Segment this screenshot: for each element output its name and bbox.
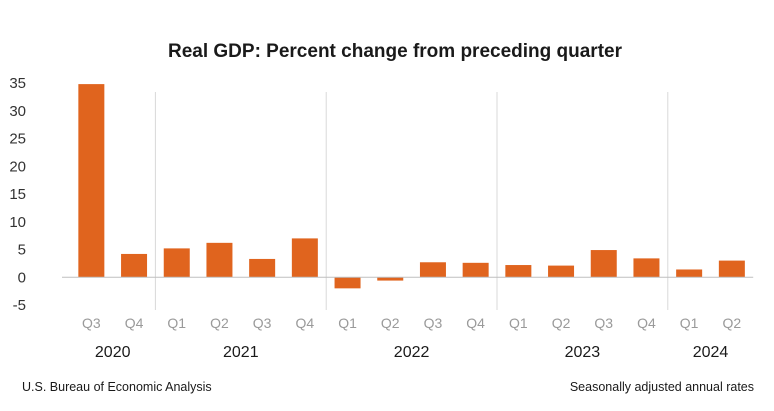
- year-label: 2020: [95, 344, 131, 361]
- year-label: 2024: [693, 344, 729, 361]
- bar: [334, 277, 361, 289]
- source-label: U.S. Bureau of Economic Analysis: [22, 380, 212, 394]
- quarter-tick-label: Q2: [552, 315, 571, 331]
- y-tick-label: 15: [9, 186, 26, 203]
- year-dividers: [154, 92, 669, 310]
- quarter-tick-label: Q3: [424, 315, 443, 331]
- x-axis: Q3 Q4 Q1 Q2 Q3 Q4 Q1 Q2 Q3 Q4 Q1 Q2 Q3 Q4 Q1 Q2 2020 2021…: [82, 315, 741, 361]
- bar: [505, 265, 532, 278]
- bar: [377, 277, 404, 281]
- bar: [590, 250, 617, 278]
- quarter-tick-label: Q1: [338, 315, 357, 331]
- year-label: 2023: [565, 344, 601, 361]
- quarter-tick-label: Q3: [594, 315, 613, 331]
- y-tick-label: 10: [9, 214, 26, 231]
- y-tick-label: 30: [9, 103, 26, 120]
- bar: [206, 242, 233, 278]
- y-axis: 35 30 25 20 15 10 5 0 -5: [9, 75, 26, 314]
- quarter-tick-label: Q3: [82, 315, 101, 331]
- year-label: 2021: [223, 344, 259, 361]
- quarter-tick-label: Q2: [723, 315, 742, 331]
- y-tick-label: 25: [9, 131, 26, 148]
- quarter-tick-label: Q4: [637, 315, 656, 331]
- quarter-tick-label: Q4: [296, 315, 315, 331]
- chart-title: Real GDP: Percent change from preceding …: [168, 41, 623, 62]
- bar: [163, 248, 190, 278]
- y-tick-label: 35: [9, 75, 26, 92]
- bar: [718, 260, 745, 278]
- quarter-tick-label: Q4: [125, 315, 144, 331]
- bar: [121, 253, 148, 278]
- quarter-tick-label: Q2: [381, 315, 400, 331]
- y-tick-label: -5: [13, 297, 26, 314]
- bar: [291, 238, 318, 278]
- seasonal-note: Seasonally adjusted annual rates: [570, 380, 754, 394]
- bar: [633, 258, 660, 278]
- y-tick-label: 5: [18, 242, 26, 259]
- quarter-tick-label: Q1: [509, 315, 528, 331]
- bar: [462, 262, 489, 278]
- bar: [419, 262, 446, 278]
- quarter-tick-label: Q2: [210, 315, 229, 331]
- bar: [548, 265, 575, 278]
- y-tick-label: 0: [18, 269, 26, 286]
- quarter-tick-label: Q4: [466, 315, 485, 331]
- y-tick-label: 20: [9, 158, 26, 175]
- bar: [676, 269, 703, 278]
- quarter-tick-label: Q1: [167, 315, 186, 331]
- quarter-tick-label: Q3: [253, 315, 272, 331]
- bar: [78, 84, 105, 278]
- year-label: 2022: [394, 344, 430, 361]
- quarter-tick-label: Q1: [680, 315, 699, 331]
- bar: [249, 258, 276, 278]
- bars: [78, 84, 745, 289]
